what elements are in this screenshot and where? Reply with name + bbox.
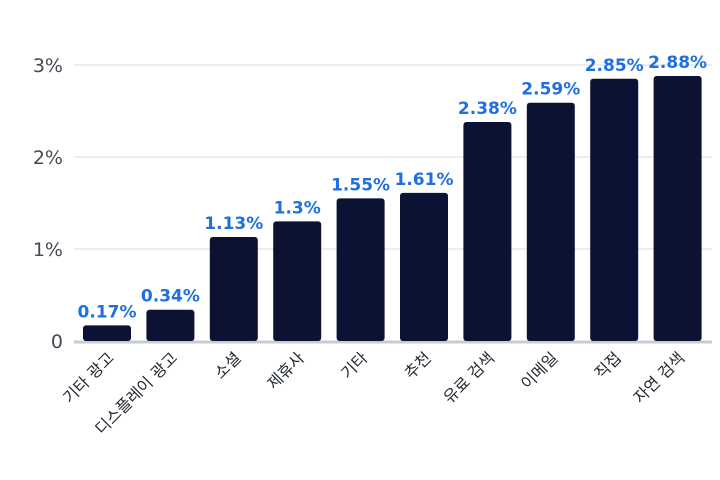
y-tick-label: 1% bbox=[33, 239, 63, 261]
data-label: 1.13% bbox=[204, 214, 263, 234]
x-tick-label: 이메일 bbox=[517, 348, 562, 393]
bar bbox=[653, 76, 702, 341]
bar bbox=[590, 78, 639, 342]
y-tick-label: 0 bbox=[51, 331, 63, 353]
data-label: 2.59% bbox=[521, 80, 580, 100]
data-labels: 0.17%0.34%1.13%1.3%1.55% 1.61%2.38%2.59%2… bbox=[78, 53, 708, 322]
x-tick-label: 유료 검색 bbox=[440, 348, 499, 407]
data-label: 1.3% bbox=[274, 198, 321, 218]
y-tick-label: 2% bbox=[33, 147, 63, 169]
x-tick-label: 직접 bbox=[591, 348, 625, 382]
data-label: 0.17% bbox=[78, 302, 137, 322]
data-label: 2.85% bbox=[585, 56, 644, 76]
x-tick-label: 기타 bbox=[337, 348, 371, 382]
data-label: 1.61% bbox=[395, 170, 454, 190]
x-tick-label: 자연 검색 bbox=[630, 348, 689, 407]
bar bbox=[336, 198, 385, 341]
bar bbox=[146, 309, 195, 341]
x-tick-label: 기타 광고 bbox=[59, 348, 118, 407]
bar bbox=[463, 122, 512, 341]
x-tick-label: 제휴사 bbox=[263, 348, 308, 393]
y-tick-label: 3% bbox=[33, 55, 63, 77]
data-label: 2.88% bbox=[648, 53, 707, 73]
data-label: 1.55% bbox=[331, 175, 390, 195]
bar bbox=[83, 325, 131, 341]
data-label: 2.38% bbox=[458, 99, 517, 119]
bar bbox=[526, 102, 575, 341]
bar bbox=[273, 221, 322, 341]
bar bbox=[400, 192, 448, 341]
x-tick-label: 추천 bbox=[401, 348, 435, 382]
data-label: 0.34% bbox=[141, 287, 200, 307]
y-axis-ticks: 0 1% 2% 3% bbox=[33, 55, 63, 353]
bar bbox=[209, 237, 258, 341]
bars bbox=[83, 76, 702, 342]
x-tick-label: 소셜 bbox=[210, 348, 244, 382]
